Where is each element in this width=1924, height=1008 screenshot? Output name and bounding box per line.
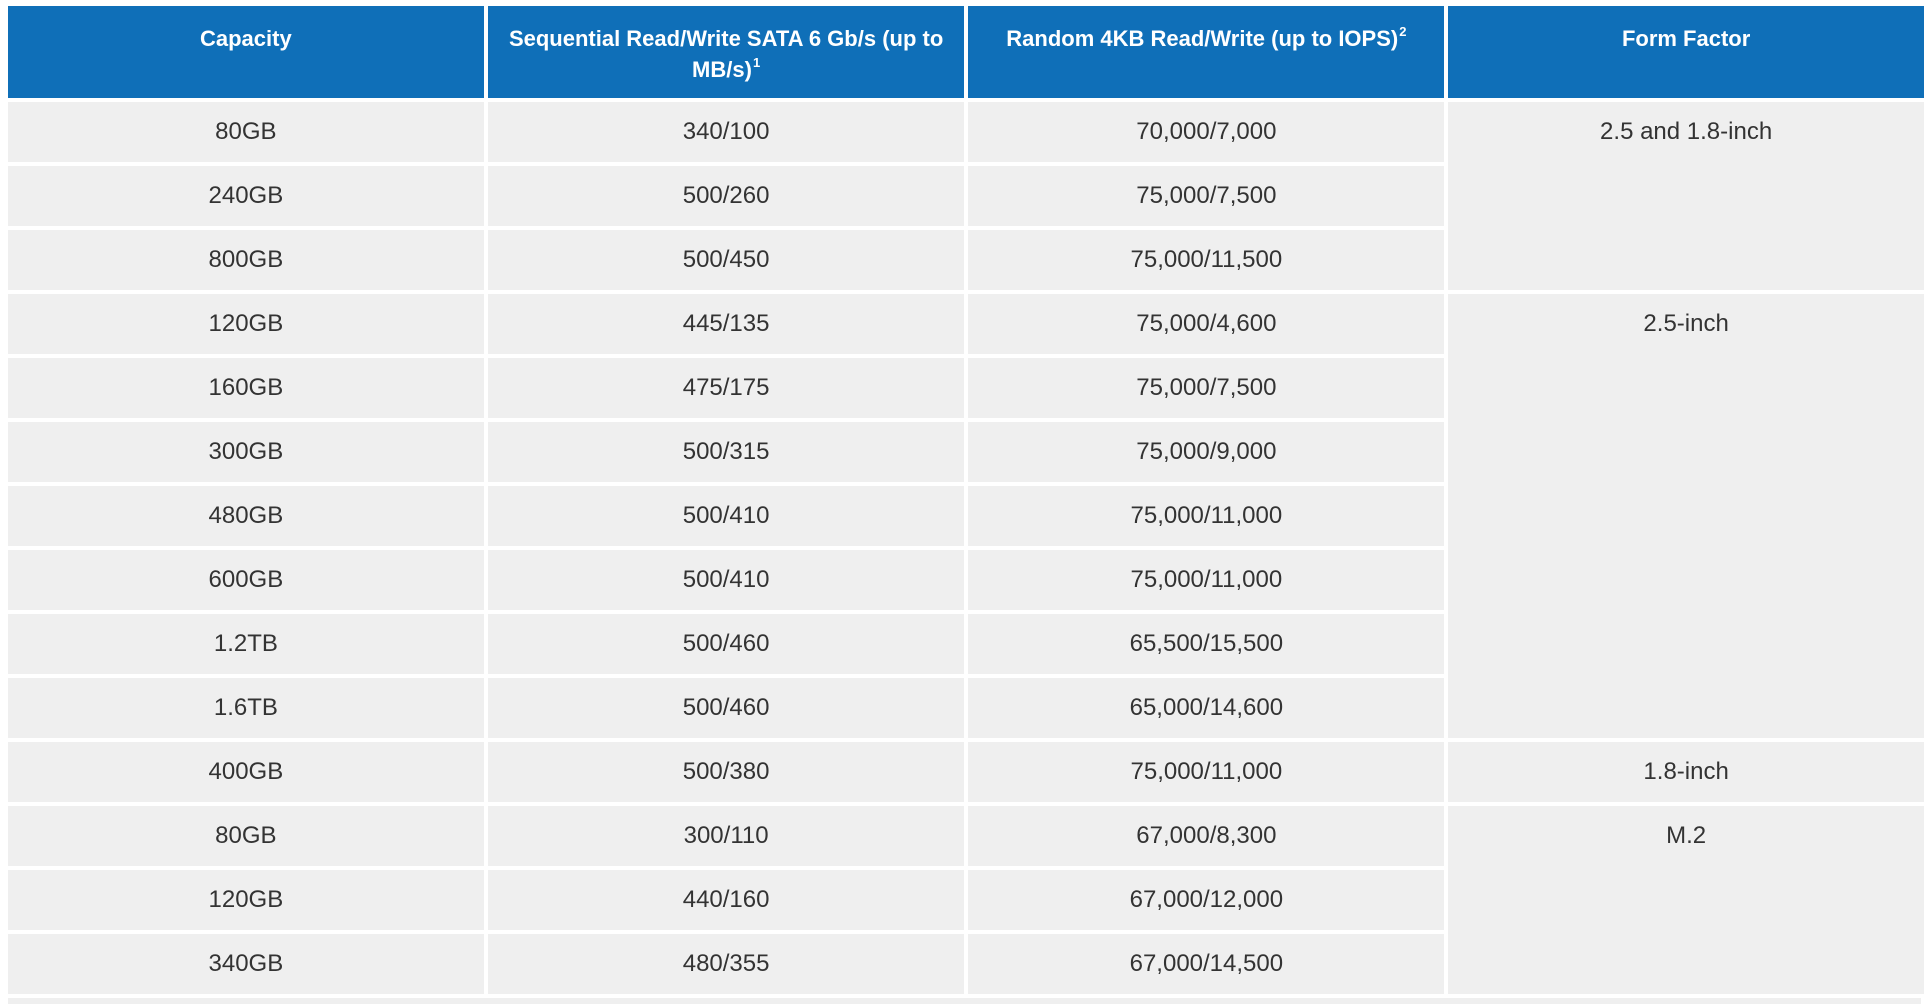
table-header: Capacity Sequential Read/Write SATA 6 Gb… [8, 6, 1924, 98]
capacity-cell: 800GB [8, 230, 484, 290]
capacity-cell: 480GB [8, 486, 484, 546]
capacity-cell: 160GB [8, 358, 484, 418]
random-cell: 67,000/8,300 [968, 806, 1445, 866]
random-cell: 67,000/14,500 [968, 934, 1445, 994]
form-factor-cell: 2.5-inch [1448, 294, 1924, 738]
capacity-cell: 80GB [8, 806, 484, 866]
random-cell: 75,000/11,500 [968, 230, 1445, 290]
sequential-cell: 300/110 [487, 806, 965, 866]
header-capacity: Capacity [8, 6, 484, 98]
header-form-factor: Form Factor [1448, 6, 1924, 98]
capacity-cell: 400GB [8, 742, 484, 802]
sequential-cell: 445/135 [487, 294, 965, 354]
random-cell: 75,000/7,500 [968, 166, 1445, 226]
header-capacity-label: Capacity [200, 26, 292, 51]
random-cell: 75,000/11,000 [968, 486, 1445, 546]
sequential-cell: 500/410 [487, 550, 965, 610]
sequential-cell: 500/460 [487, 614, 965, 674]
table-row: 300GB 500/315 75,000/9,000 [8, 422, 1924, 482]
sequential-cell: 480/355 [487, 934, 965, 994]
sequential-cell: 500/450 [487, 230, 965, 290]
spec-table-container: Capacity Sequential Read/Write SATA 6 Gb… [8, 6, 1924, 994]
table-row: 400GB 500/380 75,000/11,000 1.8-inch [8, 742, 1924, 802]
table-bottom-divider [8, 998, 1921, 1004]
random-cell: 75,000/9,000 [968, 422, 1445, 482]
footnote-marker-1: 1 [752, 54, 761, 70]
table-body: 80GB 340/100 70,000/7,000 2.5 and 1.8-inch 2… [8, 102, 1924, 994]
capacity-cell: 1.6TB [8, 678, 484, 738]
table-row: 80GB 300/110 67,000/8,300 M.2 [8, 806, 1924, 994]
random-cell: 65,000/14,600 [968, 678, 1445, 738]
capacity-cell: 80GB [8, 102, 484, 162]
table-row: 600GB 500/410 75,000/11,000 [8, 550, 1924, 610]
random-cell: 65,500/15,500 [968, 614, 1445, 674]
sequential-cell: 500/380 [487, 742, 965, 802]
form-factor-cell: M.2 [1448, 806, 1924, 994]
header-sequential-label: Sequential Read/Write SATA 6 Gb/s (up to… [508, 26, 944, 82]
random-cell: 67,000/12,000 [968, 870, 1445, 930]
sequential-cell: 340/100 [487, 102, 965, 162]
table-row: 800GB 500/450 75,000/11,500 [8, 230, 1924, 290]
sequential-cell: 500/460 [487, 678, 965, 738]
table-row: 480GB 500/410 75,000/11,000 [8, 486, 1924, 546]
table-row: 1.6TB 500/460 65,000/14,600 [8, 678, 1924, 738]
header-random-label: Random 4KB Read/Write (up to IOPS) [1006, 26, 1399, 51]
random-cell: 75,000/4,600 [968, 294, 1445, 354]
sequential-cell: 500/260 [487, 166, 965, 226]
table-row: 80GB 340/100 70,000/7,000 2.5 and 1.8-inch [8, 102, 1924, 290]
capacity-cell: 120GB [8, 870, 484, 930]
capacity-cell: 120GB [8, 294, 484, 354]
ssd-spec-table: Capacity Sequential Read/Write SATA 6 Gb… [4, 2, 1924, 998]
header-form-factor-label: Form Factor [1621, 26, 1751, 51]
capacity-cell: 600GB [8, 550, 484, 610]
random-cell: 75,000/11,000 [968, 742, 1445, 802]
capacity-cell: 1.2TB [8, 614, 484, 674]
table-row: 340GB 480/355 67,000/14,500 [8, 934, 1924, 994]
sequential-cell: 500/410 [487, 486, 965, 546]
table-row: 240GB 500/260 75,000/7,500 [8, 166, 1924, 226]
form-factor-cell: 2.5 and 1.8-inch [1448, 102, 1924, 290]
header-row: Capacity Sequential Read/Write SATA 6 Gb… [8, 6, 1924, 98]
table-row: 120GB 445/135 75,000/4,600 2.5-inch [8, 294, 1924, 738]
table-row: 160GB 475/175 75,000/7,500 [8, 358, 1924, 418]
table-row: 1.2TB 500/460 65,500/15,500 [8, 614, 1924, 674]
capacity-cell: 300GB [8, 422, 484, 482]
capacity-cell: 340GB [8, 934, 484, 994]
random-cell: 75,000/7,500 [968, 358, 1445, 418]
random-cell: 70,000/7,000 [968, 102, 1445, 162]
form-factor-cell: 1.8-inch [1448, 742, 1924, 802]
sequential-cell: 440/160 [487, 870, 965, 930]
table-row: 120GB 440/160 67,000/12,000 [8, 870, 1924, 930]
footnote-marker-2: 2 [1399, 23, 1407, 39]
header-sequential: Sequential Read/Write SATA 6 Gb/s (up to… [487, 6, 965, 98]
sequential-cell: 475/175 [487, 358, 965, 418]
random-cell: 75,000/11,000 [968, 550, 1445, 610]
capacity-cell: 240GB [8, 166, 484, 226]
sequential-cell: 500/315 [487, 422, 965, 482]
header-random: Random 4KB Read/Write (up to IOPS)2 [968, 6, 1445, 98]
